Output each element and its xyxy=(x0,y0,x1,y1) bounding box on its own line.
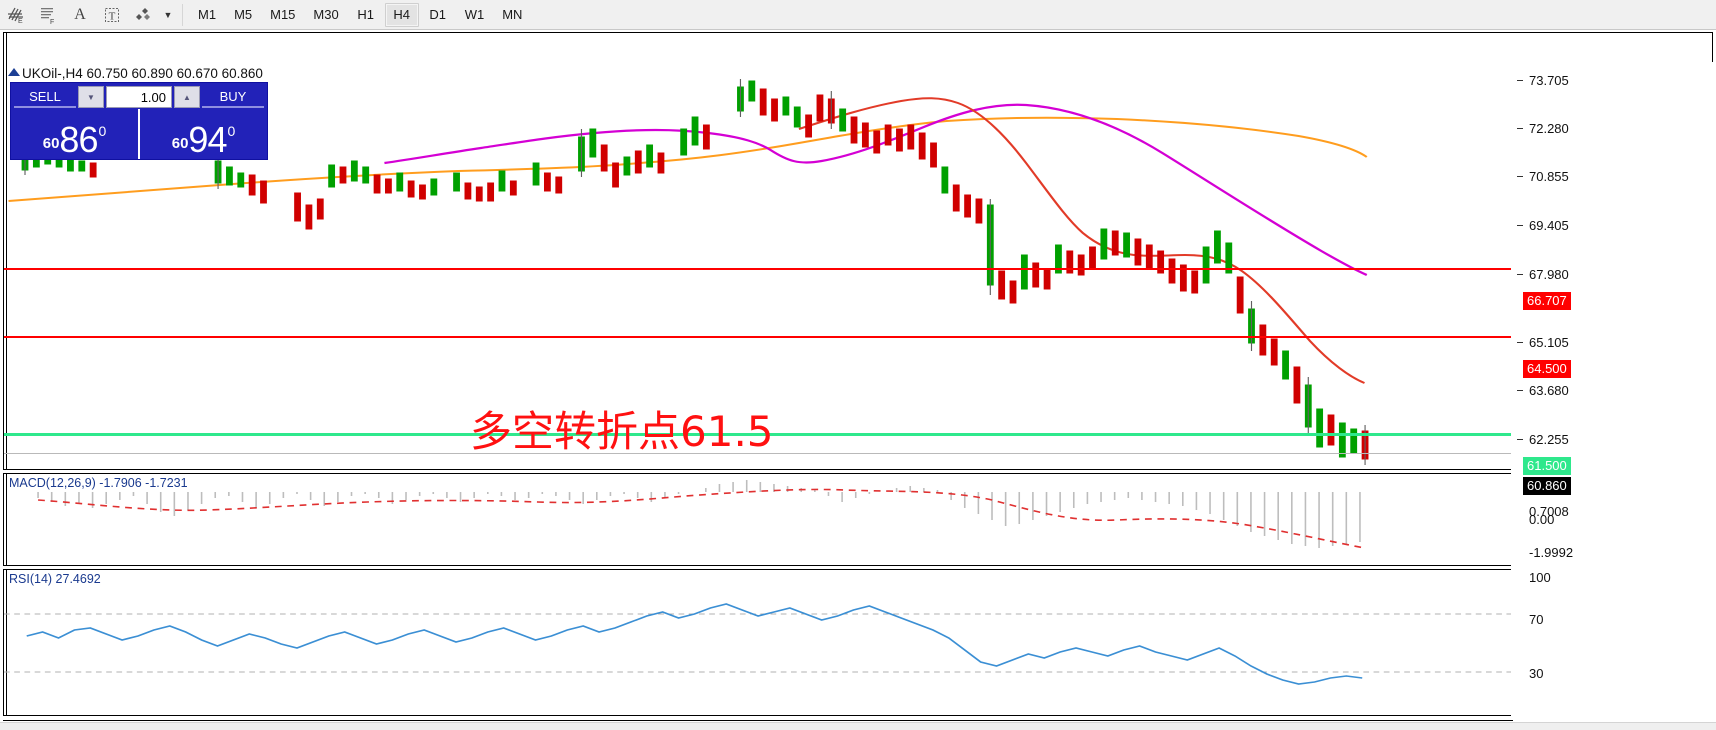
indicators-icon[interactable]: E xyxy=(0,1,32,29)
axis-tick xyxy=(1517,274,1523,275)
axis-tick xyxy=(1517,80,1523,81)
buy-button[interactable]: BUY xyxy=(202,86,264,108)
price-label-67980: 67.980 xyxy=(1529,267,1569,282)
price-axis[interactable]: 73.705 72.280 70.855 69.405 67.980 66.70… xyxy=(1511,62,1716,720)
ma-magenta-line xyxy=(384,103,1368,276)
volume-increase-button[interactable]: ▲ xyxy=(174,86,200,108)
main-toolbar: E F A T xyxy=(0,0,1716,30)
macd-title: MACD(12,26,9) -1.7906 -1.7231 xyxy=(9,476,188,490)
price-label-70855: 70.855 xyxy=(1529,169,1569,184)
svg-text:F: F xyxy=(50,19,54,25)
chart-area[interactable]: MACD(12,26,9) -1.7906 -1.7231 xyxy=(0,30,1716,730)
macd-axis-label-low: -1.9992 xyxy=(1529,545,1574,560)
timeframe-m1[interactable]: M1 xyxy=(198,7,217,22)
svg-text:E: E xyxy=(18,18,23,25)
ask-price-point: 0 xyxy=(227,123,236,139)
symbol-ohlc-label: UKOil-,H4 60.750 60.890 60.670 60.860 xyxy=(22,66,263,81)
timeframe-mn[interactable]: MN xyxy=(502,7,523,22)
templates-icon[interactable]: F xyxy=(32,1,64,29)
trade-panel-controls: SELL ▼ 1.00 ▲ BUY xyxy=(11,83,267,109)
price-label-72280: 72.280 xyxy=(1529,121,1569,136)
pivot-line-61500[interactable] xyxy=(4,433,1712,436)
pivot-badge-61500[interactable]: 61.500 xyxy=(1523,457,1571,475)
resistance-line-64500[interactable] xyxy=(4,336,1712,338)
bid-price-point: 0 xyxy=(98,123,107,139)
timeframe-m15[interactable]: M15 xyxy=(270,7,296,22)
axis-tick xyxy=(1517,439,1523,440)
volume-decrease-button[interactable]: ▼ xyxy=(78,86,104,108)
timeframe-d1[interactable]: D1 xyxy=(429,7,447,22)
resistance-line-66707[interactable] xyxy=(4,268,1712,270)
rsi-line xyxy=(26,603,1363,685)
macd-histogram xyxy=(37,480,1361,548)
timeframe-m30[interactable]: M30 xyxy=(313,7,339,22)
svg-text:T: T xyxy=(109,10,116,22)
sell-button[interactable]: SELL xyxy=(14,86,76,108)
toolbar-separator xyxy=(182,3,183,26)
rsi-plot xyxy=(4,603,1712,685)
timeframe-w1[interactable]: W1 xyxy=(464,7,485,22)
chart-annotation-text[interactable]: 多空转折点61.5 xyxy=(470,407,774,456)
chevron-down-icon[interactable]: ▼ xyxy=(163,9,173,20)
resistance-badge-64500[interactable]: 64.500 xyxy=(1523,360,1571,378)
axis-tick xyxy=(1517,225,1523,226)
trade-panel-quotes: 60 86 0 60 94 0 xyxy=(11,109,267,159)
macd-axis-label-zero: 0.00 xyxy=(1529,512,1555,527)
axis-tick xyxy=(1517,342,1523,343)
bid-price-prefix: 60 xyxy=(42,135,60,152)
timeframe-h4[interactable]: H4 xyxy=(384,2,419,27)
objects-icon[interactable] xyxy=(128,1,160,29)
symbol-marker-icon xyxy=(8,68,20,76)
text-label-icon[interactable]: A xyxy=(74,5,86,23)
macd-plot xyxy=(37,480,1365,549)
last-price-line xyxy=(4,453,1712,454)
ask-price[interactable]: 60 94 0 xyxy=(138,109,267,159)
axis-tick xyxy=(1517,176,1523,177)
bid-price-main: 86 xyxy=(59,119,98,160)
axis-tick xyxy=(1517,390,1523,391)
price-label-62255: 62.255 xyxy=(1529,432,1569,447)
price-label-63680: 63.680 xyxy=(1529,383,1569,398)
rsi-axis-label-30: 30 xyxy=(1529,666,1544,681)
resistance-badge-66707[interactable]: 66.707 xyxy=(1523,292,1571,310)
volume-input[interactable]: 1.00 xyxy=(106,86,172,108)
rsi-pane[interactable]: RSI(14) 27.4692 xyxy=(3,569,1713,716)
rsi-axis-label-100: 100 xyxy=(1529,570,1551,585)
price-label-65105: 65.105 xyxy=(1529,335,1569,350)
axis-tick xyxy=(1517,128,1523,129)
text-object-icon[interactable]: T xyxy=(96,1,128,29)
ma-red-line xyxy=(798,97,1365,384)
rsi-axis-label-70: 70 xyxy=(1529,612,1544,627)
timeframe-h1[interactable]: H1 xyxy=(357,7,375,22)
macd-pane[interactable]: MACD(12,26,9) -1.7906 -1.7231 xyxy=(3,473,1713,566)
ask-price-prefix: 60 xyxy=(171,135,189,152)
ask-price-main: 94 xyxy=(188,119,227,160)
price-label-73705: 73.705 xyxy=(1529,73,1569,88)
one-click-trading-panel[interactable]: SELL ▼ 1.00 ▲ BUY 60 86 0 60 94 0 xyxy=(10,82,268,160)
bid-price[interactable]: 60 86 0 xyxy=(11,109,138,159)
bottom-scrollbar[interactable] xyxy=(0,722,1716,730)
price-chart-pane[interactable] xyxy=(3,32,1713,470)
last-price-badge[interactable]: 60.860 xyxy=(1523,477,1571,495)
rsi-title: RSI(14) 27.4692 xyxy=(9,572,101,586)
timeframe-m5[interactable]: M5 xyxy=(234,7,253,22)
macd-signal-line xyxy=(37,488,1365,549)
macd-axis-label-high: 0.7008 xyxy=(1529,504,1569,519)
price-label-69405: 69.405 xyxy=(1529,218,1569,233)
